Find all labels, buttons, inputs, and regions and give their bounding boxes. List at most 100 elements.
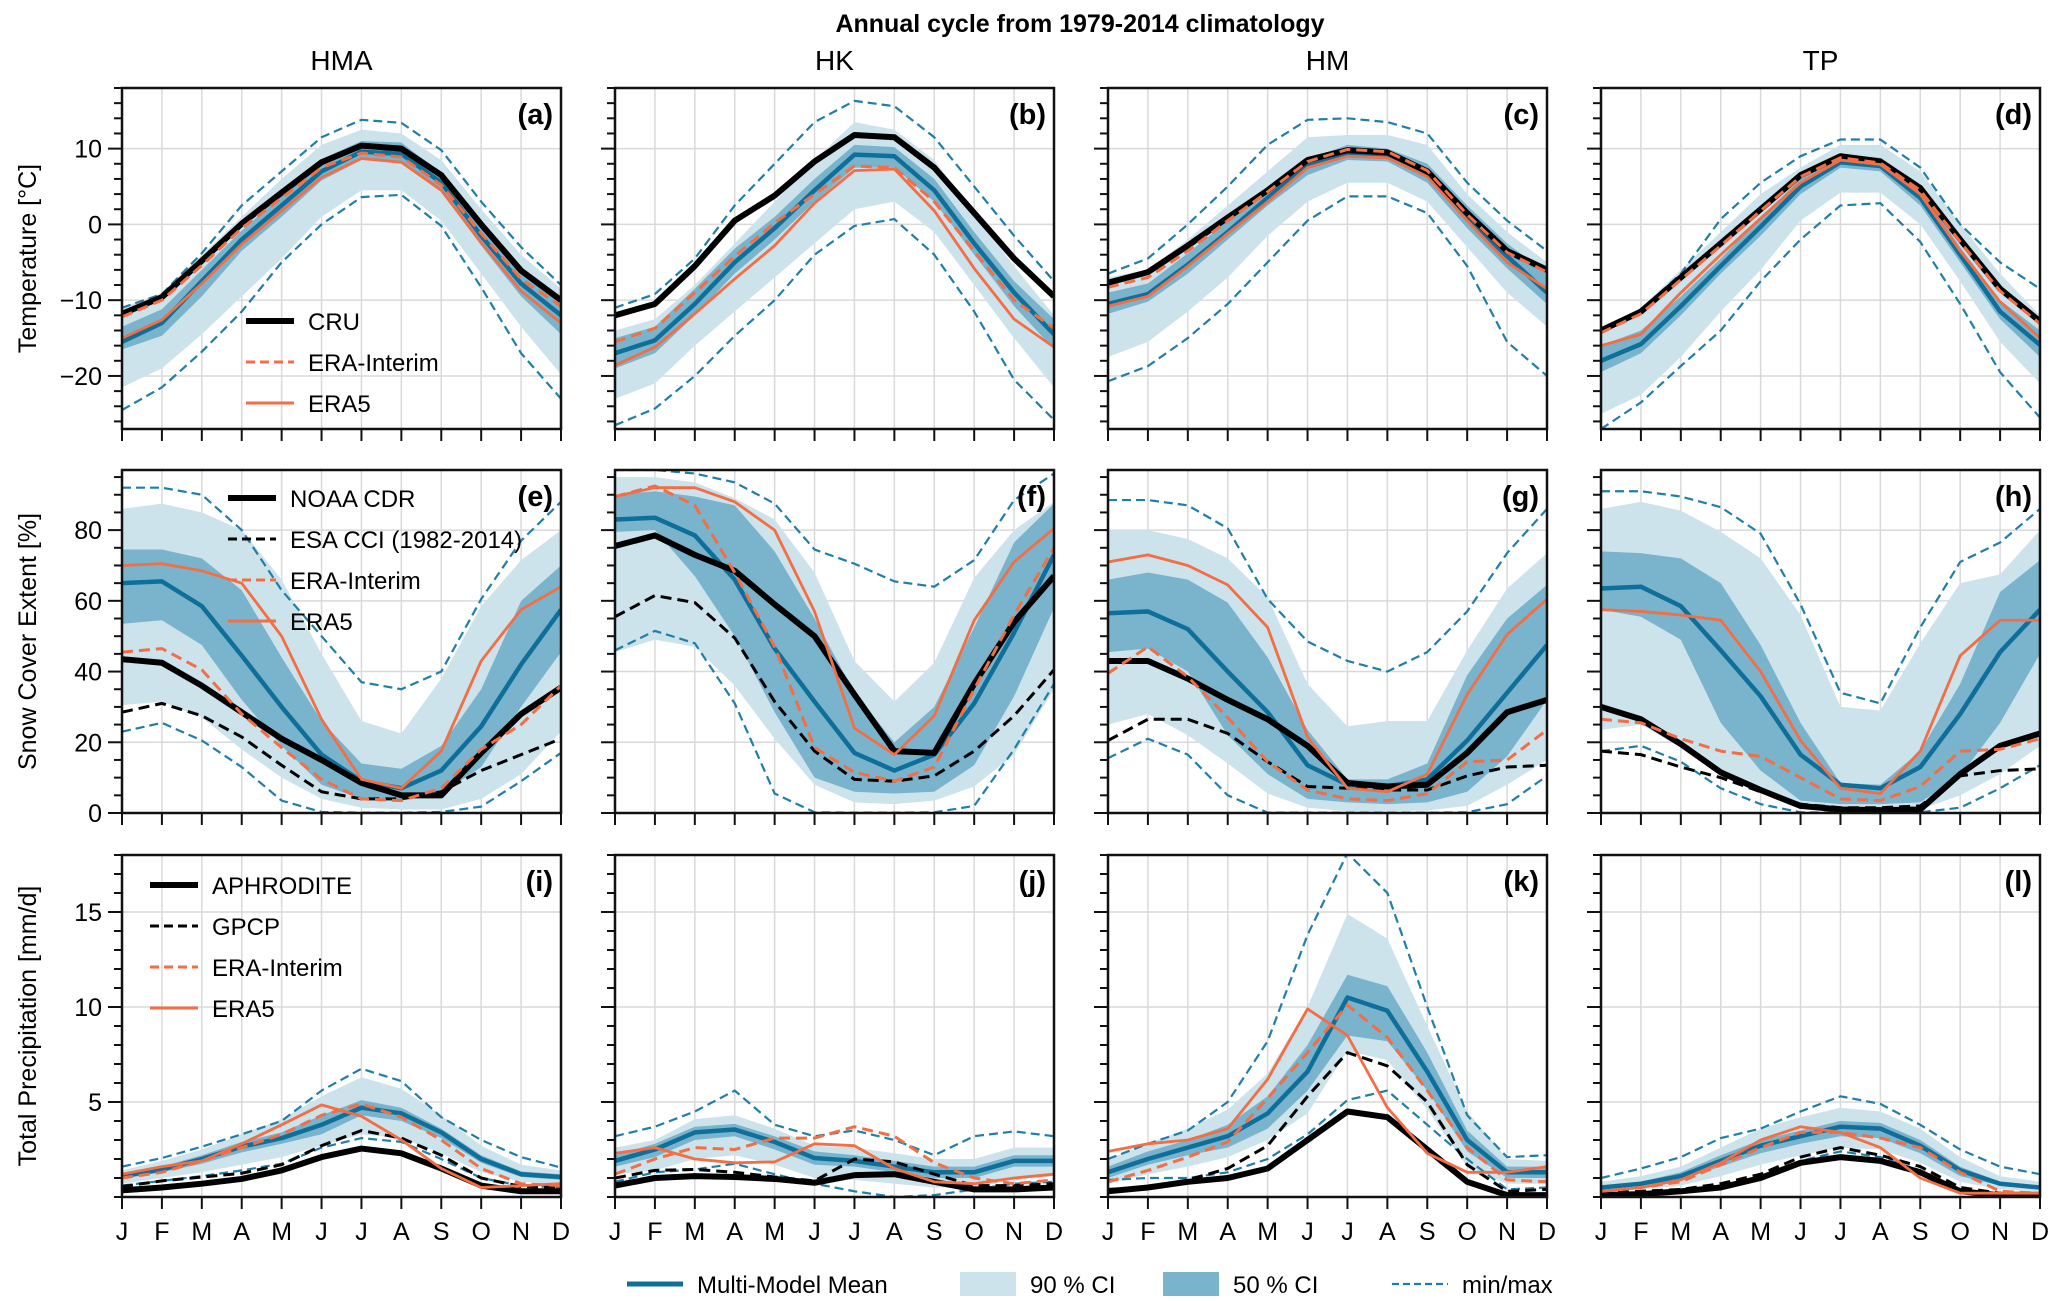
month-tick-label: J <box>848 1218 861 1246</box>
legend-label: ERA5 <box>308 391 371 418</box>
legend-label-mean: Multi-Model Mean <box>697 1272 888 1299</box>
panel-j: J F M A M J J A S O N D(j) <box>601 853 1063 1246</box>
era-interim-line <box>1108 1003 1547 1184</box>
column-title-hm: HM <box>1306 45 1350 76</box>
month-tick-label: J <box>1595 1218 1608 1246</box>
panel-label: (g) <box>1502 481 1539 513</box>
panel-label: (b) <box>1009 99 1046 131</box>
panel-g: (g) <box>1094 468 1549 825</box>
panel-l: J F M A M J J A S O N D(l) <box>1587 853 2049 1246</box>
ci50-band <box>1108 572 1547 805</box>
month-tick-label: A <box>1712 1218 1729 1246</box>
axes-frame <box>1599 468 2042 815</box>
obs-dashed-line <box>122 1129 561 1189</box>
bottom-legend: Multi-Model Mean 90 % CI 50 % CI min/max <box>627 1272 1553 1299</box>
era-interim-line <box>1108 147 1547 289</box>
y-tick-label: 10 <box>74 136 102 164</box>
month-tick-label: F <box>1140 1218 1155 1246</box>
legend-label: ERA5 <box>290 609 353 636</box>
month-tick-label: M <box>191 1218 212 1246</box>
obs-thick-line <box>122 656 561 799</box>
panel-k: J F M A M J J A S O N D(k) <box>1094 853 1556 1246</box>
axes-frame <box>1599 86 2042 431</box>
axes-frame <box>120 853 563 1199</box>
plot-area <box>1601 1095 2040 1197</box>
axes-frame <box>120 468 563 815</box>
y-tick-label: 40 <box>74 659 102 687</box>
month-tick-label: J <box>1834 1218 1847 1246</box>
column-title-hk: HK <box>815 45 854 76</box>
era5-line <box>122 157 561 340</box>
multi-model-mean-line <box>615 515 1054 773</box>
month-tick-label: J <box>609 1218 622 1246</box>
ci90-band <box>1108 134 1547 358</box>
obs-thick-line <box>615 131 1054 319</box>
panel-d: (d) <box>1587 86 2042 441</box>
y-tick-label: 5 <box>88 1089 102 1117</box>
panel-c: (c) <box>1094 86 1549 441</box>
month-tick-label: A <box>726 1218 743 1246</box>
column-title-hma: HMA <box>310 45 373 76</box>
y-tick-label: 0 <box>88 800 102 828</box>
plot-area <box>122 1067 561 1195</box>
month-tick-label: M <box>684 1218 705 1246</box>
month-tick-label: S <box>1419 1218 1436 1246</box>
era5-line <box>615 1142 1054 1186</box>
ci50-band <box>1601 551 2040 805</box>
legend-label-minmax: min/max <box>1462 1272 1553 1299</box>
panel-b: (b) <box>601 86 1056 441</box>
y-tick-label: 20 <box>74 729 102 757</box>
obs-thick-line <box>122 142 561 317</box>
max-line <box>1601 1095 2040 1180</box>
multi-model-mean-line <box>615 152 1054 356</box>
y-axis-label: Snow Cover Extent [%] <box>14 513 42 770</box>
month-tick-label: A <box>886 1218 903 1246</box>
min-line <box>1108 1089 1547 1191</box>
plot-area <box>1108 498 1547 813</box>
multi-model-mean-line <box>1601 584 2040 791</box>
panel-legend: NOAA CDR ESA CCI (1982-2014) ERA-Interim ER… <box>228 486 522 636</box>
max-line <box>1108 498 1547 673</box>
month-tick-label: D <box>1045 1218 1063 1246</box>
month-tick-label: M <box>271 1218 292 1246</box>
axes-frame <box>1106 86 1549 431</box>
month-tick-label: S <box>433 1218 450 1246</box>
era5-line <box>1108 1007 1547 1174</box>
legend-label: ERA-Interim <box>308 350 439 377</box>
panel-label: (i) <box>526 866 553 898</box>
month-tick-label: J <box>116 1218 129 1246</box>
legend-label: ESA CCI (1982-2014) <box>290 527 522 554</box>
legend-swatch-ci50 <box>1163 1272 1219 1296</box>
legend-label: CRU <box>308 309 360 336</box>
multi-model-mean-line <box>615 1127 1054 1175</box>
month-tick-label: O <box>1457 1218 1476 1246</box>
era-interim-line <box>122 151 561 319</box>
axes-frame <box>613 468 1056 815</box>
axes-frame <box>613 86 1056 431</box>
era-interim-line <box>1601 156 2040 335</box>
obs-dashed-line <box>122 701 561 801</box>
y-axis-label: Total Precipitation [mm/d] <box>14 886 42 1167</box>
month-tick-label: O <box>1950 1218 1969 1246</box>
plot-area <box>615 1089 1054 1197</box>
panel-label: (e) <box>518 481 553 513</box>
month-tick-label: J <box>315 1218 328 1246</box>
month-tick-label: J <box>1794 1218 1807 1246</box>
month-tick-label: O <box>471 1218 490 1246</box>
plot-area <box>1601 490 2040 813</box>
legend-label: GPCP <box>212 914 280 941</box>
era5-line <box>1108 553 1547 794</box>
month-tick-label: M <box>1177 1218 1198 1246</box>
min-line <box>1108 195 1547 383</box>
legend-label: ERA5 <box>212 996 275 1023</box>
y-tick-label: 10 <box>74 994 102 1022</box>
legend-label-ci90: 90 % CI <box>1030 1272 1115 1299</box>
max-line <box>615 470 1054 588</box>
ci90-band <box>615 122 1054 399</box>
plot-area <box>1601 138 2040 429</box>
panel-legend: APHRODITE GPCP ERA-Interim ERA5 <box>150 873 352 1023</box>
panel-label: (f) <box>1017 481 1046 513</box>
y-tick-label: −10 <box>60 287 102 315</box>
era-interim-line <box>1601 1130 2040 1195</box>
